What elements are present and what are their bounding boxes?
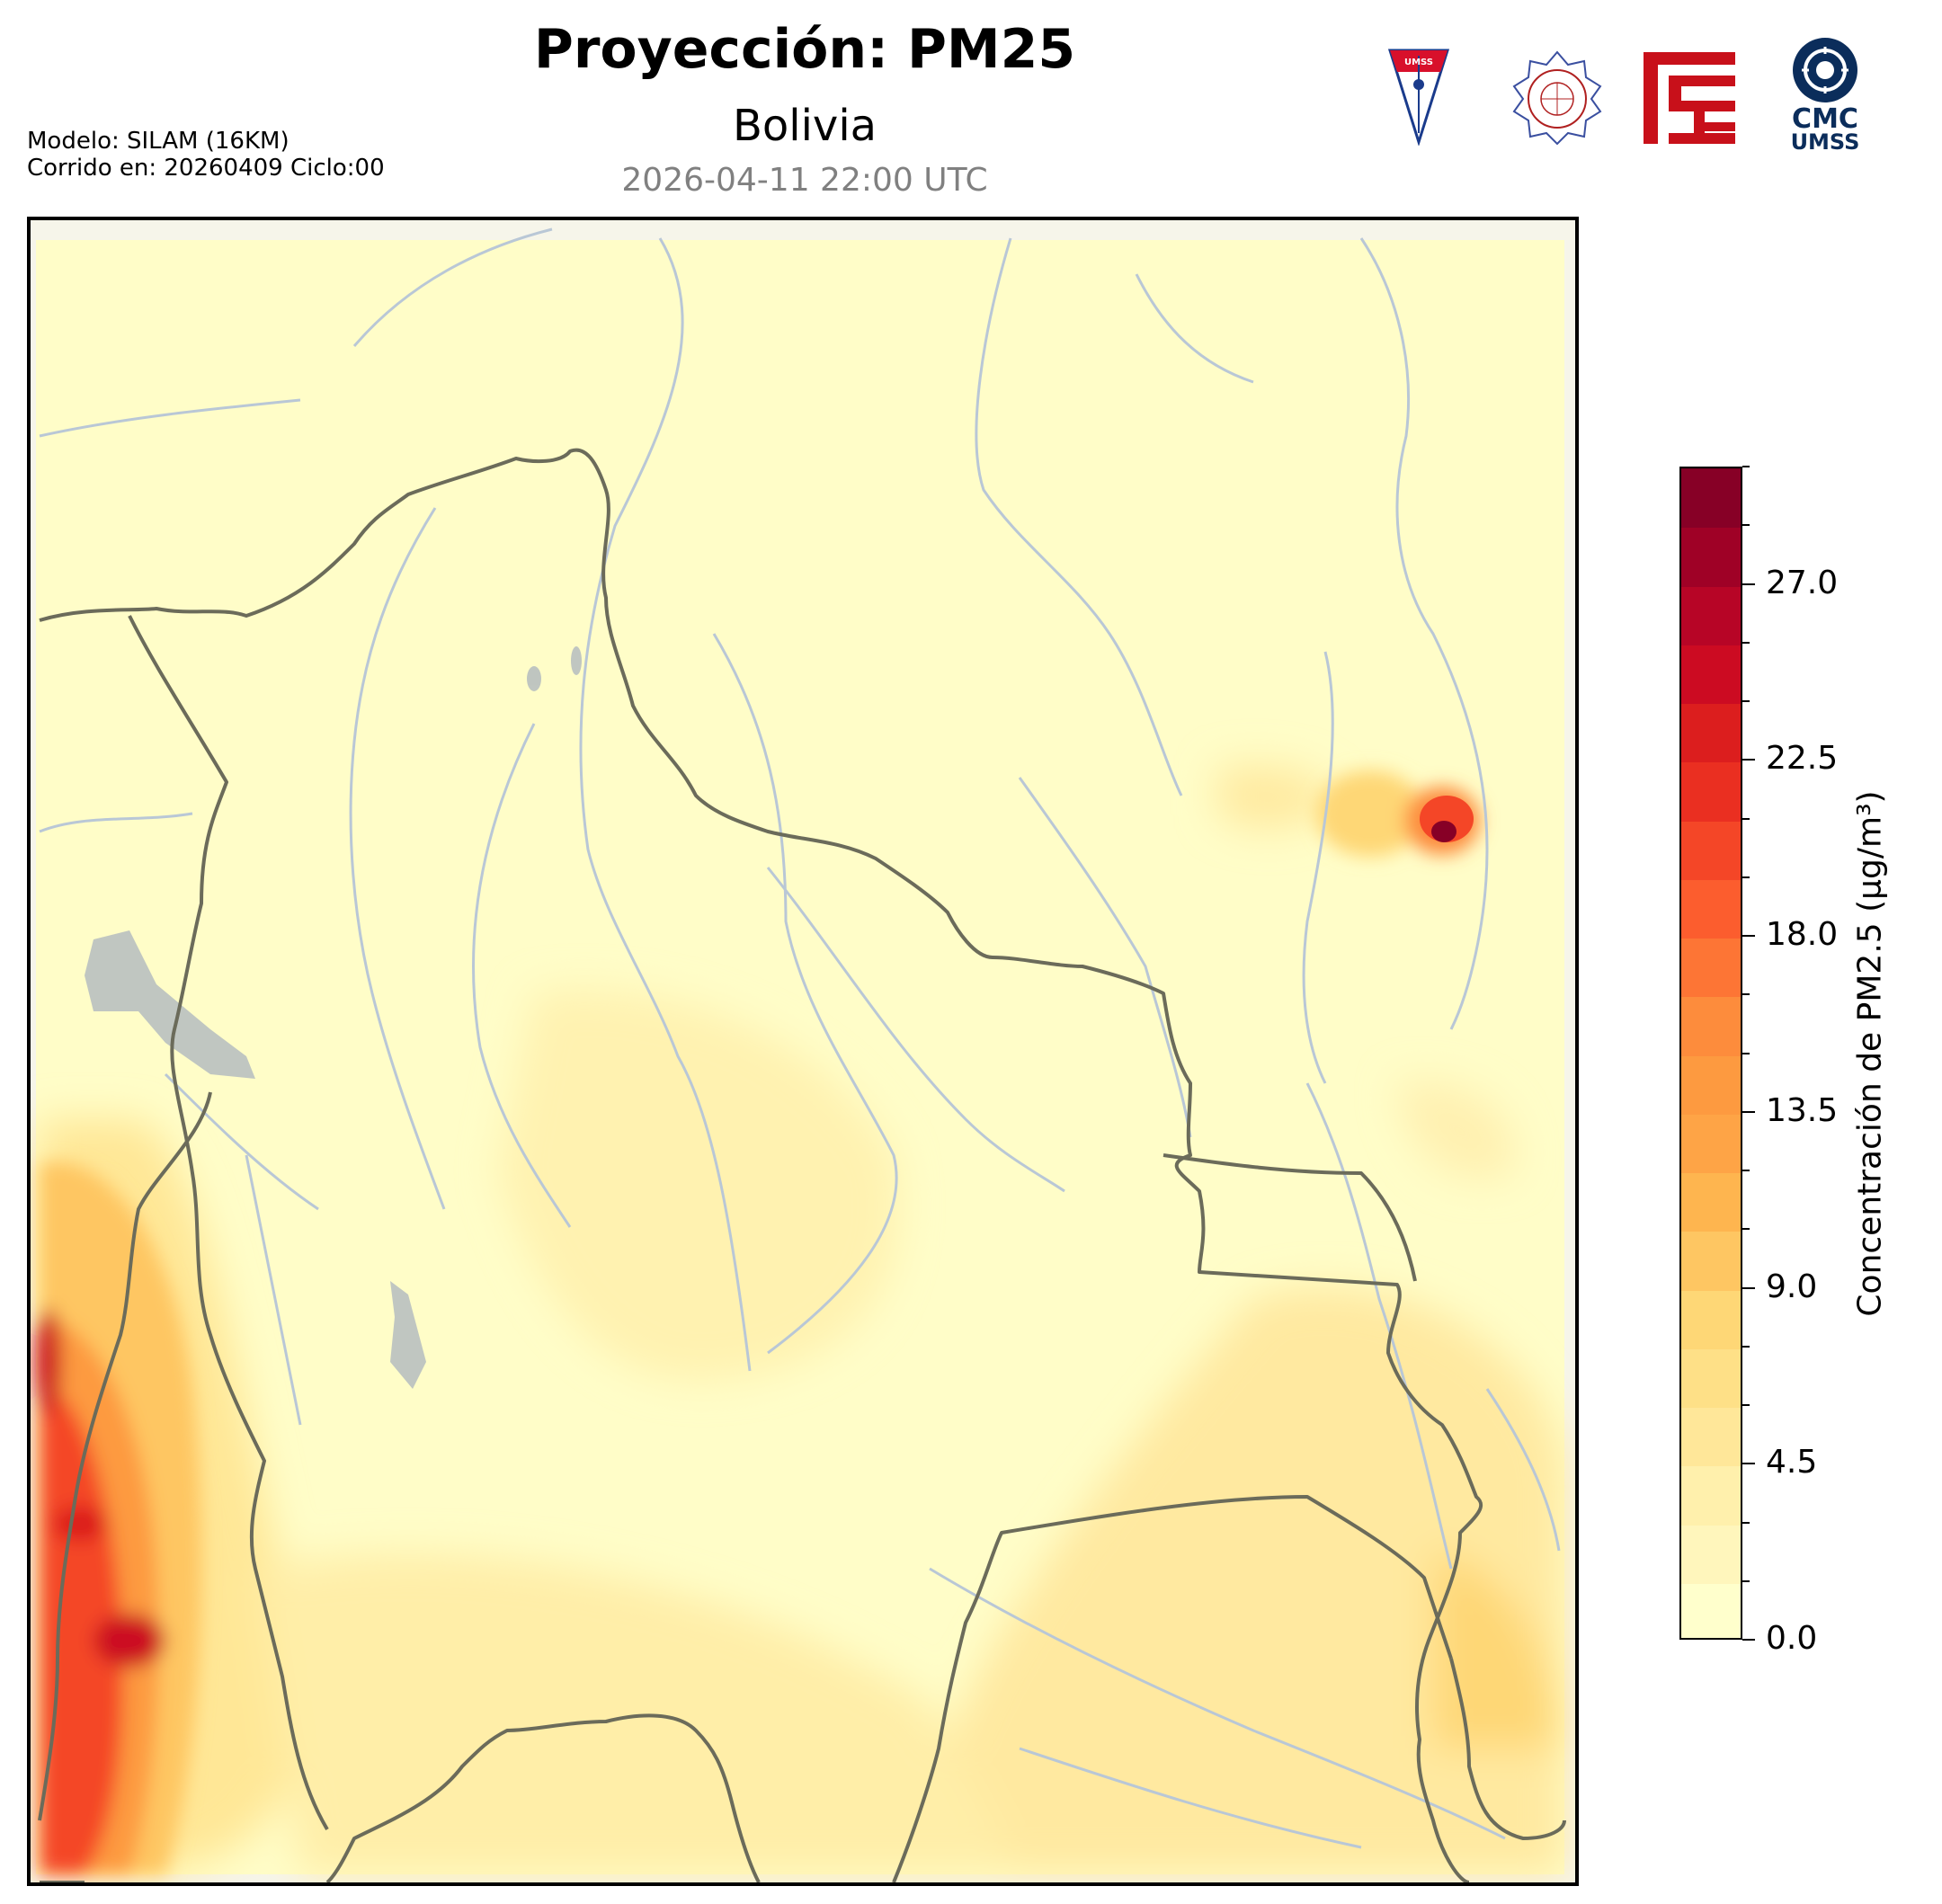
run-line: Corrido en: 20260409 Ciclo:00 xyxy=(27,155,385,182)
peru-border xyxy=(128,615,329,1831)
colorbar-minor-tick xyxy=(1742,641,1750,644)
colorbar-tick-label: 27.0 xyxy=(1766,564,1839,601)
colorbar-level xyxy=(1681,585,1741,645)
colorbar-level xyxy=(1681,644,1741,704)
colorbar-minor-tick xyxy=(1742,817,1750,820)
umss-badge-text: UMSS xyxy=(1404,58,1433,67)
colorbar-minor-tick xyxy=(1742,876,1750,878)
pm25-map xyxy=(36,227,1566,1882)
colorbar-tick-label: 9.0 xyxy=(1766,1268,1818,1305)
colorbar-level xyxy=(1681,1407,1741,1467)
colorbar-level xyxy=(1681,820,1741,880)
lake-titicaca xyxy=(85,930,255,1079)
model-line: Modelo: SILAM (16KM) xyxy=(27,128,290,155)
map-panel xyxy=(27,217,1579,1886)
chile-border xyxy=(38,1091,212,1821)
colorbar-level xyxy=(1681,1113,1741,1173)
colorbar-minor-tick xyxy=(1742,993,1750,996)
colorbar-level xyxy=(1681,1582,1741,1638)
colorbar-level xyxy=(1681,761,1741,822)
colorbar-major-tick xyxy=(1742,1286,1755,1289)
colorbar-level xyxy=(1681,1524,1741,1584)
colorbar-major-tick xyxy=(1742,935,1755,937)
colorbar-minor-tick xyxy=(1742,524,1750,527)
colorbar-major-tick xyxy=(1742,1463,1755,1465)
colorbar-tick-label: 22.5 xyxy=(1766,740,1839,778)
cmc-text: CMC xyxy=(1792,103,1858,135)
colorbar-level xyxy=(1681,703,1741,763)
brazil-east-border xyxy=(1449,1658,1566,1840)
colorbar-level xyxy=(1681,1348,1741,1408)
physics-department-seal xyxy=(1510,49,1604,147)
region-subtitle: Bolivia xyxy=(732,101,877,151)
colorbar-level xyxy=(1681,468,1741,469)
country-borders xyxy=(38,448,1566,1882)
page-title: Proyección: PM25 xyxy=(533,18,1076,81)
colorbar-minor-tick xyxy=(1742,1404,1750,1406)
colorbar-major-tick xyxy=(1742,1110,1755,1113)
rivers xyxy=(39,227,1561,1849)
lakes xyxy=(85,646,582,1389)
colorbar-level xyxy=(1681,1172,1741,1232)
cmc-umss-logo: CMC UMSS xyxy=(1787,36,1863,155)
red-institution-logo xyxy=(1644,52,1735,144)
colorbar-level xyxy=(1681,1054,1741,1115)
colorbar-level xyxy=(1681,468,1741,529)
colorbar-major-tick xyxy=(1742,759,1755,761)
colorbar-level xyxy=(1681,996,1741,1056)
colorbar-minor-tick xyxy=(1742,466,1750,467)
colorbar-tick-label: 4.5 xyxy=(1766,1444,1818,1481)
colorbar-level xyxy=(1681,1231,1741,1291)
forecast-datetime: 2026-04-11 22:00 UTC xyxy=(621,162,988,199)
colorbar-major-tick xyxy=(1742,583,1755,585)
colorbar-level xyxy=(1681,527,1741,587)
lake-poopo xyxy=(390,1281,426,1389)
colorbar-major-tick xyxy=(1742,1639,1755,1641)
colorbar-minor-tick xyxy=(1742,1579,1750,1582)
bolivia-south-border xyxy=(40,1713,761,1882)
pm25-concentration-field xyxy=(36,765,1564,1874)
umss-logo: UMSS xyxy=(1386,47,1451,147)
colorbar-tick-label: 18.0 xyxy=(1766,916,1839,953)
model-info: Modelo: SILAM (16KM) Corrido en: 2026040… xyxy=(27,128,385,182)
colorbar-level xyxy=(1681,1465,1741,1526)
colorbar-level xyxy=(1681,1289,1741,1349)
colorbar-minor-tick xyxy=(1742,1052,1750,1054)
colorbar-minor-tick xyxy=(1742,1228,1750,1231)
colorbar-minor-tick xyxy=(1742,1521,1750,1524)
pm25-colorbar xyxy=(1679,467,1742,1640)
colorbar-level xyxy=(1681,938,1741,998)
cmc-sub-text: UMSS xyxy=(1790,129,1860,155)
colorbar-tick-label: 0.0 xyxy=(1766,1620,1818,1657)
paraguay-border xyxy=(892,1495,1453,1882)
colorbar-level xyxy=(1681,878,1741,939)
bolivia-border xyxy=(39,448,1483,1882)
argentina-border xyxy=(1163,1153,1417,1282)
colorbar-label: Concentración de PM2.5 (µg/m³) xyxy=(1851,790,1889,1317)
colorbar-minor-tick xyxy=(1742,1345,1750,1348)
colorbar-tick-label: 13.5 xyxy=(1766,1091,1839,1129)
colorbar-minor-tick xyxy=(1742,700,1750,702)
colorbar-minor-tick xyxy=(1742,1170,1750,1171)
